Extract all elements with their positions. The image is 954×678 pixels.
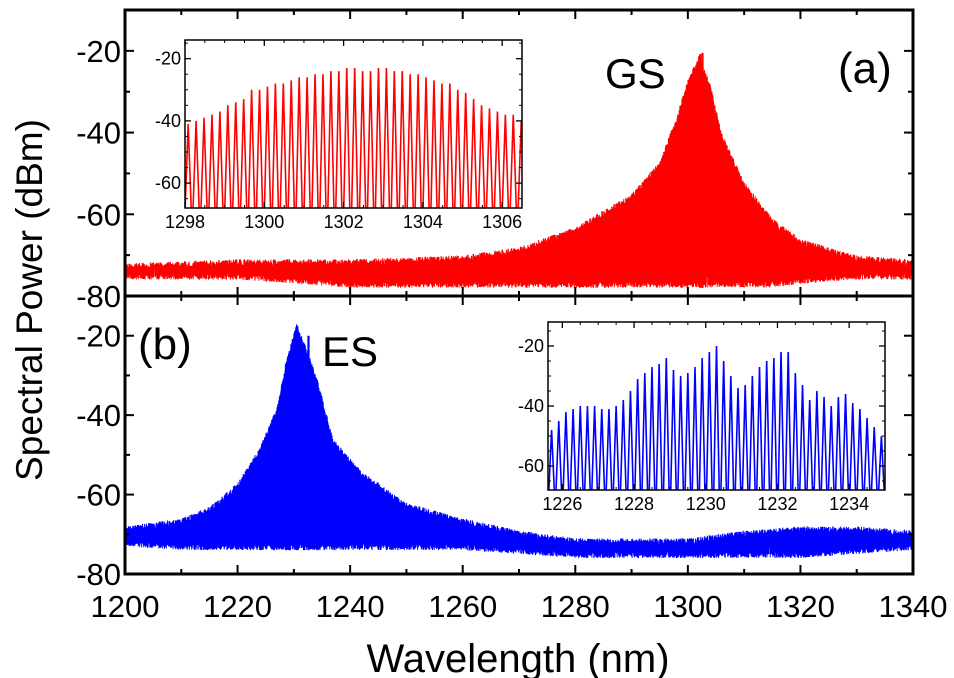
y-tick-label: -80 <box>76 279 121 314</box>
y-tick-label: -20 <box>76 319 121 354</box>
y-tick-label: -20 <box>76 34 121 69</box>
spectrum-trace <box>125 324 913 559</box>
spectrum-a-series <box>125 52 913 288</box>
panel-a-axes: -80 -60 -40 -20 <box>76 10 914 314</box>
panel-b-label: (b) <box>138 320 192 369</box>
inset-a-series <box>185 67 522 208</box>
es-annotation: ES <box>322 328 378 375</box>
spectrum-b-series <box>125 324 913 559</box>
x-axis-label: Wavelength (nm) <box>366 637 669 678</box>
inset-x-tick-label: 1304 <box>403 212 443 232</box>
inset-x-tick-label: 1234 <box>829 494 869 514</box>
inset-y-tick-label: -60 <box>518 456 544 476</box>
inset-x-tick-label: 1226 <box>542 494 582 514</box>
inset-x-tick-label: 1300 <box>244 212 284 232</box>
inset-b-series <box>548 345 885 490</box>
x-tick-label: 1300 <box>653 589 722 624</box>
inset-x-tick-label: 1306 <box>482 212 522 232</box>
inset-y-tick-label: -40 <box>518 396 544 416</box>
x-tick-label: 1220 <box>203 589 272 624</box>
panel-a-label: (a) <box>838 44 892 93</box>
y-tick-label: -40 <box>76 398 121 433</box>
inset-x-tick-label: 1230 <box>686 494 726 514</box>
inset-a: 1298 1300 1302 1304 1306 -60 -40 -20 <box>155 39 523 232</box>
panel-b-axes: 1200 1220 1240 1260 1280 1300 1320 1340 -80 -60 -4… <box>76 296 947 624</box>
x-tick-label: 1260 <box>428 589 497 624</box>
inset-x-tick-label: 1298 <box>165 212 205 232</box>
inset-y-tick-label: -20 <box>155 49 181 69</box>
y-tick-label: -40 <box>76 116 121 151</box>
inset-x-tick-label: 1232 <box>757 494 797 514</box>
x-tick-label: 1240 <box>316 589 385 624</box>
mode-comb <box>548 345 885 490</box>
inset-a-frame <box>184 39 523 209</box>
x-tick-label: 1280 <box>541 589 610 624</box>
inset-y-tick-label: -60 <box>155 173 181 193</box>
inset-y-tick-label: -20 <box>518 336 544 356</box>
inset-b: 1226 1228 1230 1232 1234 -60 -40 -20 <box>518 321 886 514</box>
y-axis-label: Spectral Power (dBm) <box>9 119 50 481</box>
y-tick-label: -80 <box>76 557 121 592</box>
mode-comb <box>185 67 522 208</box>
x-tick-label: 1340 <box>879 589 948 624</box>
gs-annotation: GS <box>605 50 666 97</box>
x-tick-label: 1320 <box>766 589 835 624</box>
inset-x-tick-label: 1302 <box>324 212 364 232</box>
inset-b-axes: 1226 1228 1230 1232 1234 -60 -40 -20 <box>518 322 885 514</box>
y-tick-label: -60 <box>76 478 121 513</box>
inset-a-axes: 1298 1300 1302 1304 1306 -60 -40 -20 <box>155 40 522 232</box>
spectrum-trace <box>125 55 913 288</box>
inset-x-tick-label: 1228 <box>614 494 654 514</box>
y-tick-label: -60 <box>76 197 121 232</box>
panel-b: 1200 1220 1240 1260 1280 1300 1320 1340 -80 -60 -4… <box>76 294 947 624</box>
x-tick-label: 1200 <box>91 589 160 624</box>
inset-y-tick-label: -40 <box>155 111 181 131</box>
